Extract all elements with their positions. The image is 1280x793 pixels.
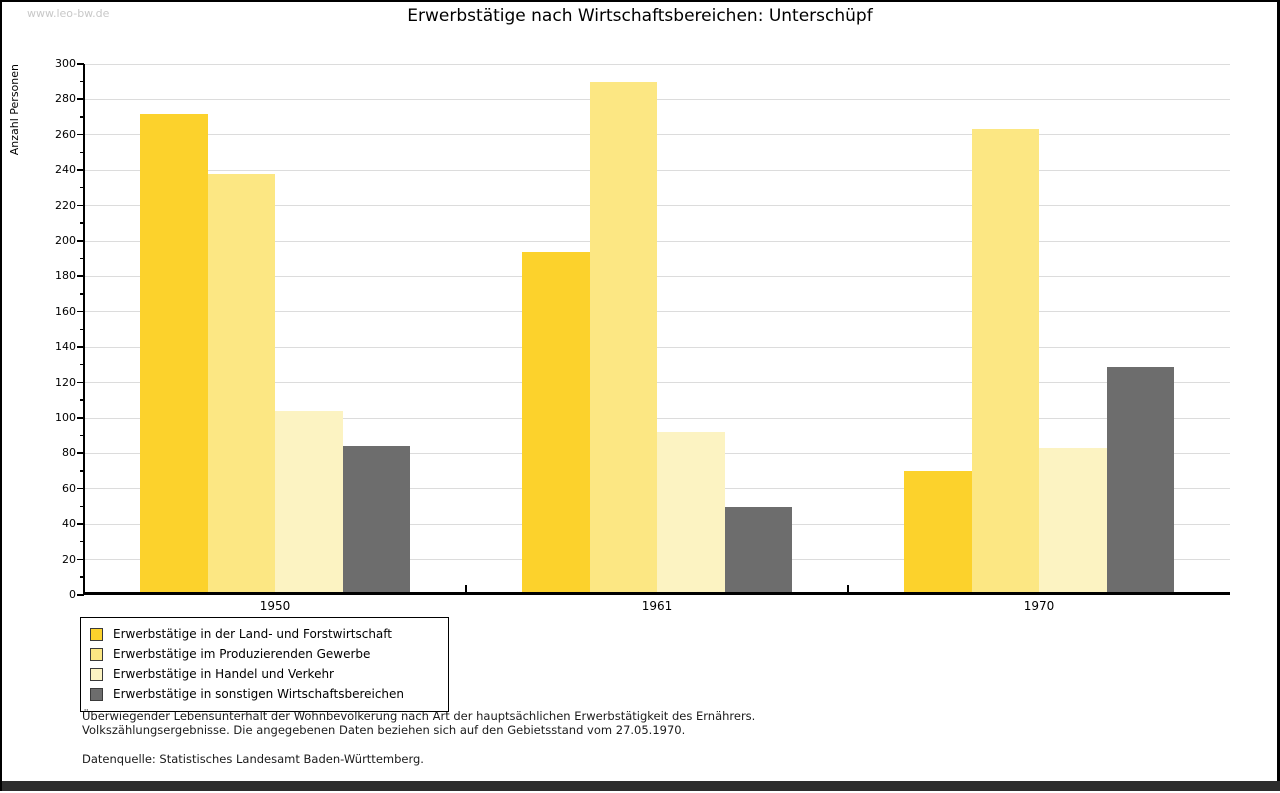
legend-item-1: Erwerbstätige in der Land- und Forstwirt… — [81, 624, 448, 644]
data-source: Datenquelle: Statistisches Landesamt Bad… — [82, 752, 424, 766]
gridline — [84, 240, 1230, 242]
y-axis-minor-tick — [80, 80, 84, 83]
y-tick-label: 20 — [62, 552, 76, 566]
y-tick-label: 300 — [55, 57, 76, 70]
y-axis-major-tick — [77, 240, 84, 242]
y-tick-label: 140 — [55, 340, 76, 354]
bar-1950-series1 — [140, 113, 208, 593]
legend-label: Erwerbstätige in der Land- und Forstwirt… — [113, 627, 392, 641]
legend-swatch — [90, 667, 103, 681]
legend-item-3: Erwerbstätige in Handel und Verkehr — [81, 664, 448, 684]
bar-1961-series3 — [657, 432, 725, 593]
y-tick-label: 0 — [69, 588, 76, 601]
y-tick-label: 160 — [55, 304, 76, 318]
y-tick-label: 120 — [55, 375, 76, 389]
y-axis-major-tick — [77, 417, 84, 419]
y-axis-minor-tick — [80, 540, 84, 543]
legend-label: Erwerbstätige im Produzierenden Gewerbe — [113, 647, 371, 661]
y-axis-major-tick — [77, 275, 84, 277]
bar-1970-series1 — [904, 471, 972, 593]
bar-1970-series2 — [971, 129, 1039, 593]
x-axis-line — [84, 591, 1230, 595]
legend-item-2: Erwerbstätige im Produzierenden Gewerbe — [81, 644, 448, 664]
bar-1961-series2 — [589, 81, 657, 593]
x-tick-label: 1961 — [641, 599, 673, 613]
y-tick-label: 180 — [55, 269, 76, 283]
chart-title: Erwerbstätige nach Wirtschaftsbereichen:… — [407, 6, 873, 26]
x-tick-label: 1950 — [259, 599, 291, 613]
y-axis-minor-tick — [80, 257, 84, 260]
y-axis-major-tick — [77, 523, 84, 525]
x-axis-boundary-tick — [847, 584, 849, 592]
x-tick-label: 1970 — [1023, 599, 1055, 613]
gridline — [84, 63, 1230, 65]
y-axis-major-tick — [77, 169, 84, 171]
y-axis-minor-tick — [80, 399, 84, 401]
gridline — [84, 311, 1230, 313]
gridline — [84, 382, 1230, 384]
y-axis-major-tick — [77, 346, 84, 348]
y-axis-major-tick — [77, 204, 84, 207]
x-axis-boundary-tick — [465, 584, 467, 592]
legend-label: Erwerbstätige in sonstigen Wirtschaftsbe… — [113, 687, 405, 701]
legend-item-4: Erwerbstätige in sonstigen Wirtschaftsbe… — [81, 684, 448, 704]
watermark: www.leo-bw.de — [27, 7, 110, 20]
y-axis-minor-tick — [80, 293, 84, 295]
y-axis-minor-tick — [80, 434, 84, 437]
gridline — [84, 205, 1230, 207]
bar-1950-series3 — [275, 410, 343, 593]
y-axis-minor-tick — [80, 505, 84, 507]
y-axis-minor-tick — [80, 151, 84, 153]
footnote-line2: Volkszählungsergebnisse. Die angegebenen… — [82, 723, 686, 737]
gridline — [84, 346, 1230, 348]
gridline — [84, 98, 1230, 100]
y-axis-major-tick — [77, 63, 84, 65]
legend-label: Erwerbstätige in Handel und Verkehr — [113, 667, 334, 681]
legend: Erwerbstätige in der Land- und Forstwirt… — [80, 617, 449, 712]
window-bottom-bar — [2, 781, 1280, 791]
y-axis-major-tick — [77, 558, 84, 561]
y-axis-minor-tick — [80, 470, 84, 472]
bar-1961-series1 — [522, 251, 590, 593]
y-tick-label: 80 — [62, 446, 76, 460]
y-tick-label: 60 — [62, 481, 76, 495]
gridline — [84, 169, 1230, 171]
y-axis-major-tick — [77, 487, 84, 490]
y-axis-line — [83, 64, 85, 595]
y-tick-label: 200 — [55, 234, 76, 247]
y-axis-minor-tick — [80, 186, 84, 189]
bar-1950-series4 — [342, 446, 410, 593]
y-axis-minor-tick — [80, 328, 84, 330]
y-axis-minor-tick — [80, 222, 84, 224]
gridline — [84, 417, 1230, 419]
y-tick-label: 280 — [55, 92, 76, 106]
y-axis-minor-tick — [80, 116, 84, 118]
gridline — [84, 275, 1230, 277]
y-tick-label: 100 — [55, 411, 76, 424]
legend-swatch — [90, 687, 103, 701]
y-axis-minor-tick — [80, 576, 84, 578]
legend-swatch — [90, 647, 103, 661]
bar-1970-series4 — [1106, 366, 1174, 593]
y-tick-label: 240 — [55, 163, 76, 177]
y-axis-major-tick — [77, 133, 84, 136]
legend-swatch — [90, 627, 103, 641]
bar-1970-series3 — [1039, 448, 1107, 593]
footnote-line1: Überwiegender Lebensunterhalt der Wohnbe… — [82, 709, 756, 723]
y-tick-label: 40 — [62, 517, 76, 531]
y-axis-minor-tick — [80, 363, 84, 366]
bar-1961-series4 — [724, 506, 792, 593]
y-tick-label: 220 — [55, 198, 76, 212]
bar-1950-series2 — [207, 173, 275, 593]
y-axis-major-tick — [77, 381, 84, 384]
y-axis-major-tick — [77, 98, 84, 100]
y-axis-major-tick — [77, 310, 84, 313]
y-axis-major-tick — [77, 594, 84, 596]
y-axis-major-tick — [77, 452, 84, 454]
y-tick-label: 260 — [55, 127, 76, 141]
gridline — [84, 134, 1230, 136]
